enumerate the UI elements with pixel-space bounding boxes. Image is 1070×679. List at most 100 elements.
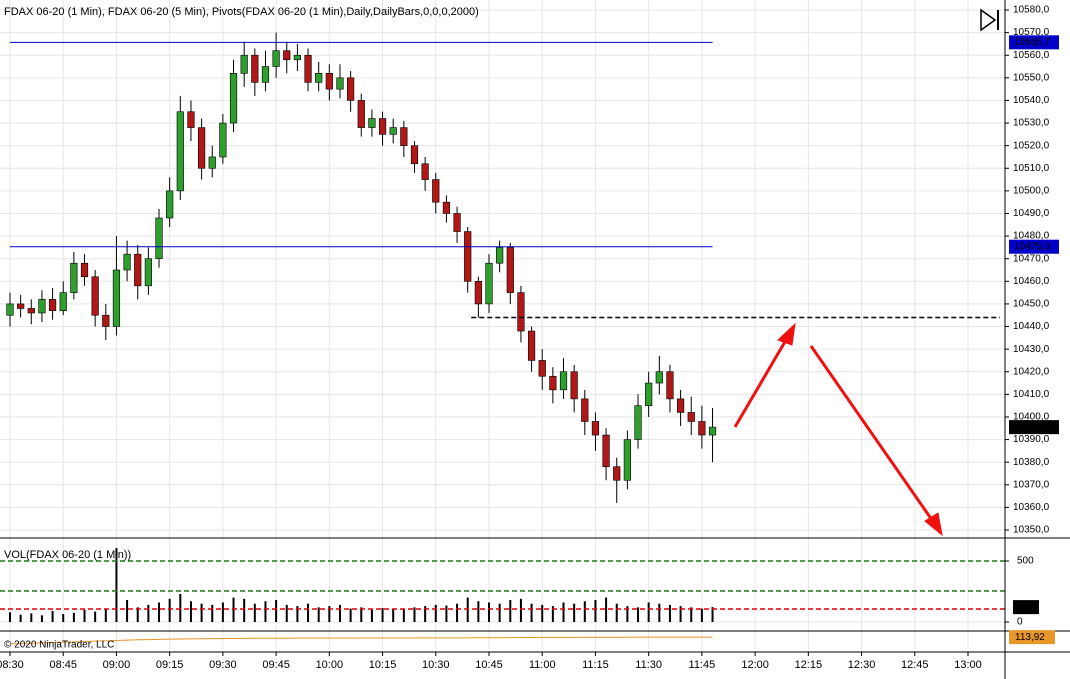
volume-bar [679,606,682,622]
candle-body [613,466,621,481]
volume-bar [488,602,490,622]
candle-body [187,111,195,128]
candle-body [400,127,408,146]
x-tick-label: 10:15 [369,659,397,671]
volume-bar [147,604,150,622]
x-tick-label: 10:45 [475,659,503,671]
candle-body [48,299,57,311]
candle-body [432,179,440,203]
volume-bar [573,603,576,622]
volume-bar [658,603,661,622]
candle-body [559,371,568,391]
candle-body [27,308,35,314]
grid [0,0,1005,652]
y-tick-label: 10540,0 [1013,95,1050,106]
x-tick-label: 08:45 [49,659,77,671]
x-tick-label: 12:00 [741,659,769,671]
candle-body [144,258,152,287]
candle-body [251,54,259,83]
indicator-tag [1009,630,1055,645]
volume-bar [605,597,608,622]
price-tag [1009,239,1059,254]
candle-body [272,50,280,67]
candle-body [208,156,216,169]
volume-bar [402,608,405,622]
candle-body [229,73,238,124]
candle-body [219,122,227,158]
volume-bar [275,600,278,622]
x-tick-label: 09:45 [262,659,290,671]
candle-body [623,439,631,481]
volume-bar [690,607,693,622]
x-tick-label: 13:00 [954,659,982,671]
x-tick-label: 10:30 [422,659,450,671]
x-tick-label: 11:15 [582,659,609,671]
marks [0,32,1005,645]
volume-bar [30,613,33,622]
candle-body [634,405,642,440]
chart-title: FDAX 06-20 (1 Min), FDAX 06-20 (5 Min), … [4,6,479,18]
candle-body [517,292,525,332]
candle-body [496,247,504,264]
volume-bar [360,607,363,622]
candle-body [38,299,46,314]
volume-bar [179,593,182,622]
volume-bar [594,600,597,622]
volume-bar [434,604,437,622]
volume-title: VOL(FDAX 06-20 (1 Min)) [4,549,131,561]
candle-body [453,213,461,232]
candle-body [17,303,25,309]
x-tick-label: 09:15 [156,659,184,671]
candle-body [591,421,600,436]
y-tick-label: 10520,0 [1013,140,1050,151]
candle-body [666,371,674,400]
y-tick-label: 10550,0 [1013,72,1050,83]
volume-bar [200,603,203,622]
play-icon[interactable] [980,8,999,32]
volume-bar [328,606,331,622]
volume-bar [253,603,256,622]
volume-bar [189,601,192,622]
x-tick-label: 11:45 [689,659,716,671]
volume-bar [456,603,459,622]
volume-bar [424,606,427,622]
volume-bar [541,604,544,622]
candle-body [304,54,312,83]
candle-body [687,412,695,422]
candle-body [549,375,557,391]
y-tick-label: 10410,0 [1013,389,1050,400]
price-tag-label: 10475,3 [1014,241,1051,252]
candle-body [176,111,184,192]
volume-bar [615,603,618,622]
volume-bar [264,601,267,622]
candle-body [602,434,610,467]
volume-bar [626,606,629,622]
candle-body [527,330,536,361]
y-tick-label: 10470,0 [1013,253,1050,264]
candle-body [123,253,131,271]
volume-bar [413,607,416,622]
volume-bar [338,604,341,622]
volume-bar [445,605,448,622]
candle-body [357,100,365,128]
y-tick-label: 10400,0 [1013,412,1050,423]
volume-bar [94,611,97,622]
indicator-tag-label: 113,92 [1015,632,1045,643]
volume-bar [381,607,384,622]
volume-tag-label: 122 [1017,602,1034,613]
candle-body [240,54,248,74]
volume-bar [668,604,671,622]
x-tick-label: 11:00 [529,659,556,671]
candle-body [708,426,717,436]
candle-body [485,262,493,305]
y-tick-label: 10360,0 [1013,502,1050,513]
volume-bar [9,612,11,622]
candle-body [70,262,78,293]
indicator-line [9,636,713,645]
volume-bar [370,609,373,622]
volume-bar [647,602,650,622]
price-tag [1009,35,1059,50]
x-tick-label: 12:45 [901,659,929,671]
candle-body [102,314,110,327]
